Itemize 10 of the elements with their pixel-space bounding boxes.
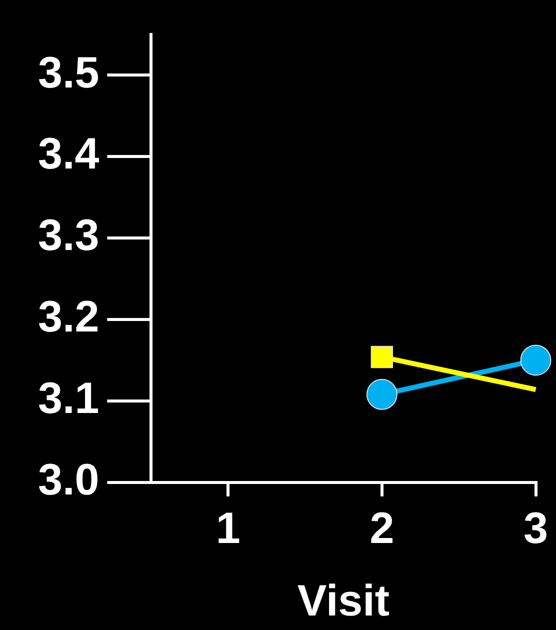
x-axis-title: Visit (297, 576, 390, 626)
y-tick-label: 3.2 (38, 292, 100, 342)
x-tick-label: 1 (216, 504, 240, 553)
x-tick-label: 3 (524, 504, 548, 553)
y-tick-label: 3.5 (38, 48, 100, 98)
y-tick-label: 3.3 (38, 211, 100, 260)
x-tick-label: 2 (370, 504, 394, 553)
y-tick-label: 3.0 (38, 456, 100, 505)
y-tick-label: 3.1 (38, 374, 100, 424)
y-tick-label: 3.4 (38, 130, 100, 179)
